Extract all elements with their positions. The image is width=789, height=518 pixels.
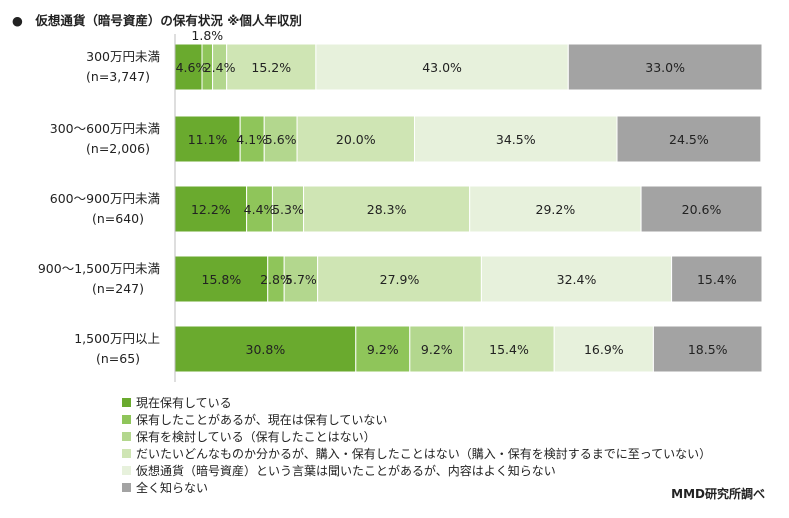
data-label: 34.5% [496,132,536,147]
data-label: 9.2% [421,342,453,357]
category-label: 600～900万円未満 [50,191,160,206]
bar-segment [553,325,654,373]
bar-segment [640,185,763,233]
bar-segment [174,185,248,233]
category-label: 300万円未満 [86,49,160,64]
bar-segment [239,115,265,163]
category-labels: 300万円未満 (n=3,747) 300～600万円未満 (n=2,006) 600～… [38,49,160,366]
bar-segment [226,43,317,91]
category-label: 300～600万円未満 [50,121,160,136]
legend-label: 現在保有している [136,396,232,410]
data-label: 9.2% [367,342,399,357]
data-label: 15.2% [251,60,291,75]
data-label: 24.5% [669,132,709,147]
data-label: 4.1% [236,132,268,147]
data-label: 15.4% [489,342,529,357]
data-label: 30.8% [246,342,286,357]
data-label: 33.0% [645,60,685,75]
bar-segment [463,325,555,373]
data-label: 15.4% [697,272,737,287]
legend-label: 保有したことがあるが、現在は保有していない [136,412,387,427]
category-n-label: (n=2,006) [86,141,150,156]
data-label: 32.4% [557,272,597,287]
data-label: 4.6% [176,60,208,75]
data-label: 18.5% [688,342,728,357]
legend-swatch [122,432,131,441]
category-n-label: (n=65) [96,351,140,366]
bar-segment [174,115,241,163]
data-label: 27.9% [380,272,420,287]
legend-label: だいたいどんなものか分かるが、購入・保有したことはない（購入・保有を検討するまで… [136,446,711,461]
data-label: 12.2% [191,202,231,217]
legend-label: 全く知らない [136,480,208,495]
bar-segment [174,325,357,373]
data-label: 29.2% [536,202,576,217]
data-label: 1.8% [191,28,223,43]
data-label: 5.6% [265,132,297,147]
bar-segment [616,115,762,163]
bar-segment [671,255,763,303]
data-labels: 4.6% 1.8% 2.4% 15.2% 43.0% 33.0% 11.1% 4.1%5.6%… [176,28,737,357]
data-label: 15.8% [202,272,242,287]
data-label: 4.4% [244,202,276,217]
data-label: 2.8% [260,272,292,287]
legend-swatch [122,449,131,458]
bar-segment [271,185,305,233]
data-label: 28.3% [367,202,407,217]
legend-swatch [122,398,131,407]
bar-segment [303,185,471,233]
bar-segment [413,115,618,163]
bar-segment [296,115,415,163]
legend-swatch [122,483,131,492]
source-credit: MMD研究所調べ [671,487,765,501]
data-label: 5.3% [272,202,304,217]
data-label: 20.0% [336,132,376,147]
legend: 現在保有している保有したことがあるが、現在は保有していない保有を検討している（保… [122,396,711,495]
data-label: 16.9% [584,342,624,357]
data-label: 5.7% [285,272,317,287]
category-n-label: (n=640) [92,211,144,226]
legend-label: 仮想通貨（暗号資産）という言葉は聞いたことがあるが、内容はよく知らない [136,463,556,478]
data-label: 2.4% [204,60,236,75]
bar-segment [263,115,298,163]
bar-segment [317,255,482,303]
category-label: 1,500万円以上 [74,331,160,346]
data-label: 20.6% [682,202,722,217]
bar-segment [652,325,763,373]
bar-segment [469,185,642,233]
bar-segment [283,255,319,303]
bar-segment [315,43,569,91]
bar-segment [567,43,763,91]
bar-segment [480,255,673,303]
bar-segment [174,255,269,303]
chart-title: ● 仮想通貨（暗号資産）の保有状況 ※個人年収別 [12,13,302,28]
legend-swatch [122,415,131,424]
legend-swatch [122,466,131,475]
data-label: 43.0% [422,60,462,75]
bar-segment [355,325,411,373]
bar-segments [174,43,763,373]
category-n-label: (n=3,747) [86,69,150,84]
category-n-label: (n=247) [92,281,144,296]
legend-label: 保有を検討している（保有したことはない） [136,429,376,444]
bar-segment [409,325,465,373]
category-label: 900～1,500万円未満 [38,261,160,276]
data-label: 11.1% [188,132,228,147]
